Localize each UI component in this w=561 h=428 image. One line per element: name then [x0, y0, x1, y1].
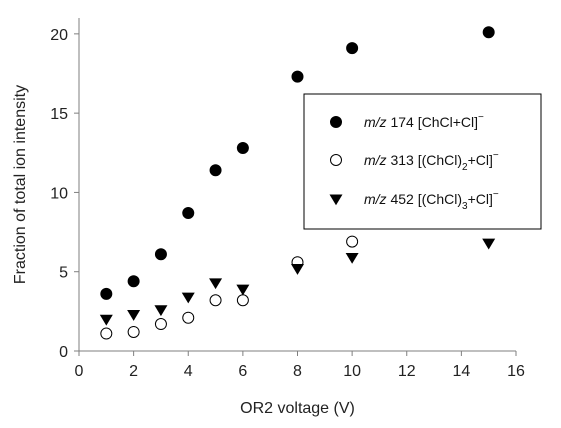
data-point-series-3 [236, 284, 250, 296]
data-point-series-3 [99, 314, 113, 326]
data-point-series-1 [482, 26, 495, 39]
data-point-series-3 [291, 264, 304, 275]
data-point-series-2 [209, 294, 222, 307]
data-point-series-2 [346, 235, 359, 248]
y-axis-title: Fraction of total ion intensity [12, 85, 29, 284]
data-point-series-2 [236, 294, 249, 307]
x-tick-label: 2 [129, 363, 138, 380]
legend: m/z 174 [ChCl+Cl]− m/z 313 [(ChCl)2+Cl]− m… [303, 93, 542, 230]
data-points [99, 26, 496, 340]
data-point-series-3 [181, 292, 195, 304]
y-tick-label: 15 [50, 106, 68, 123]
x-tick-label: 16 [507, 363, 525, 380]
y-tick-label: 10 [50, 185, 68, 202]
legend-label-series-1: m/z 174 [ChCl+Cl]− [364, 112, 484, 130]
x-tick-label: 12 [398, 363, 416, 380]
data-point-series-2 [127, 325, 140, 338]
x-tick-label: 4 [184, 363, 193, 380]
data-point-series-3 [154, 305, 168, 317]
tick-labels: 0 2 4 6 8 10 12 14 16 0 5 10 15 20 [50, 27, 525, 380]
y-tick-label: 0 [59, 344, 68, 361]
data-point-series-1 [209, 164, 222, 177]
data-point-series-1 [100, 287, 113, 300]
axes [74, 18, 517, 356]
x-tick-label: 14 [452, 363, 470, 380]
data-point-series-2 [100, 327, 113, 340]
x-tick-label: 0 [75, 363, 84, 380]
legend-marker-series-2 [330, 154, 342, 166]
data-point-series-2 [182, 311, 195, 324]
legend-label-series-2: m/z 313 [(ChCl)2+Cl]− [364, 150, 499, 173]
x-tick-label: 6 [238, 363, 247, 380]
data-point-series-1 [236, 142, 249, 155]
x-axis-title: OR2 voltage (V) [240, 400, 355, 417]
data-point-series-1 [154, 248, 167, 261]
y-tick-label: 20 [50, 27, 68, 44]
data-point-series-1 [127, 275, 140, 288]
data-point-series-3 [345, 252, 359, 264]
data-point-series-3 [209, 278, 223, 290]
data-point-series-2 [154, 318, 167, 331]
x-tick-label: 8 [293, 363, 302, 380]
data-point-series-3 [127, 310, 141, 321]
data-point-series-3 [482, 238, 496, 250]
legend-box [303, 93, 542, 230]
data-point-series-1 [182, 207, 195, 220]
legend-marker-series-1 [330, 116, 342, 128]
data-point-series-1 [346, 42, 359, 55]
data-point-series-1 [291, 70, 304, 83]
legend-label-series-3: m/z 452 [(ChCl)3+Cl]− [364, 189, 499, 212]
legend-marker-series-3 [329, 194, 343, 206]
x-tick-label: 10 [343, 363, 361, 380]
y-tick-label: 5 [59, 265, 68, 282]
